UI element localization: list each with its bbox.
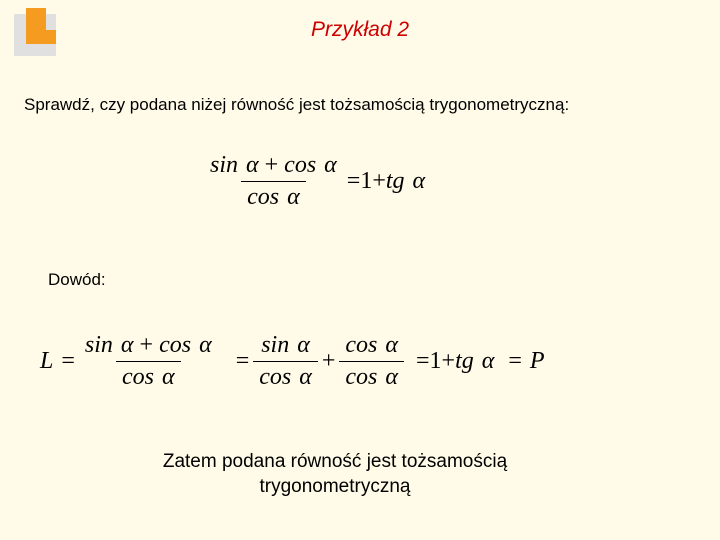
- equation-1: sinα + cosα cosα = 1 + tgα: [200, 150, 425, 213]
- cos-text: cos: [259, 364, 291, 390]
- prompt-text: Sprawdź, czy podana niżej równość jest t…: [24, 95, 569, 115]
- alpha: α: [299, 364, 312, 390]
- numerator-2a: sinα + cosα: [79, 330, 218, 361]
- equals-sign: =: [416, 348, 430, 375]
- alpha: α: [287, 184, 300, 210]
- alpha: α: [413, 168, 426, 195]
- numerator-2b: sinα: [255, 330, 316, 361]
- alpha: α: [385, 364, 398, 390]
- numerator-2c: cosα: [339, 330, 404, 361]
- tg-text: tg: [455, 348, 474, 375]
- proof-label: Dowód:: [48, 270, 106, 290]
- page-title: Przykład 2: [0, 18, 720, 42]
- numerator-1: sinα + cosα: [204, 150, 343, 181]
- fraction-1: sinα + cosα cosα: [204, 150, 343, 213]
- one: 1: [430, 348, 442, 375]
- plus-sign: +: [265, 152, 279, 178]
- alpha: α: [162, 364, 175, 390]
- equals-sign: =: [236, 348, 250, 375]
- alpha: α: [482, 348, 495, 375]
- alpha: α: [121, 332, 134, 358]
- fraction-2b: sinα cosα: [253, 330, 318, 393]
- denominator-2c: cosα: [339, 361, 404, 393]
- sin-text: sin: [85, 332, 113, 358]
- alpha: α: [199, 332, 212, 358]
- sin-text: sin: [210, 152, 238, 178]
- conclusion-text: Zatem podana równość jest tożsamością tr…: [110, 450, 560, 499]
- alpha: α: [385, 332, 398, 358]
- alpha: α: [324, 152, 337, 178]
- equals-sign: =: [508, 348, 522, 375]
- cos-text: cos: [284, 152, 316, 178]
- P-symbol: P: [530, 348, 545, 375]
- plus-sign: +: [140, 332, 154, 358]
- alpha: α: [246, 152, 259, 178]
- alpha: α: [297, 332, 310, 358]
- cos-text: cos: [247, 184, 279, 210]
- equation-2: L = sinα + cosα cosα = sinα cosα + cosα …: [40, 330, 545, 393]
- denominator-2a: cosα: [116, 361, 181, 393]
- cos-text: cos: [345, 332, 377, 358]
- denominator-2b: cosα: [253, 361, 318, 393]
- fraction-2a: sinα + cosα cosα: [79, 330, 218, 393]
- cos-text: cos: [122, 364, 154, 390]
- plus-sign: +: [442, 348, 456, 375]
- cos-text: cos: [159, 332, 191, 358]
- tg-text: tg: [386, 168, 405, 195]
- denominator-1: cosα: [241, 181, 306, 213]
- plus-sign: +: [322, 348, 336, 375]
- equals-sign: =: [347, 168, 361, 195]
- L-symbol: L: [40, 348, 53, 375]
- one: 1: [360, 168, 372, 195]
- equals-sign: =: [61, 348, 75, 375]
- fraction-2c: cosα cosα: [339, 330, 404, 393]
- plus-sign: +: [372, 168, 386, 195]
- sin-text: sin: [261, 332, 289, 358]
- cos-text: cos: [345, 364, 377, 390]
